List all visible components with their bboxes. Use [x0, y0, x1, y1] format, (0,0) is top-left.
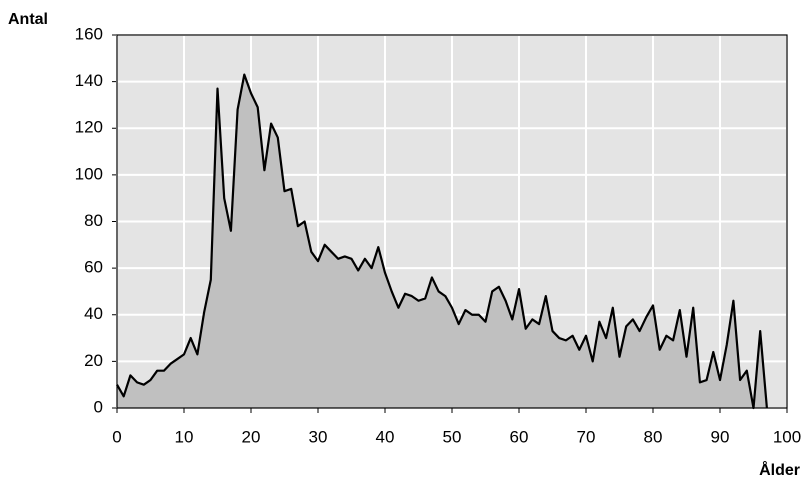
x-tick-label: 100 — [773, 427, 801, 446]
x-tick-label: 70 — [577, 427, 596, 446]
line — [116, 73, 768, 410]
x-tick-label: 30 — [309, 427, 328, 446]
x-tick-label: 60 — [510, 427, 529, 446]
x-tick-label: 10 — [175, 427, 194, 446]
x-axis-label: Ålder — [759, 460, 800, 479]
y-tick-label: 60 — [84, 258, 103, 277]
x-tick-label: 0 — [112, 427, 121, 446]
y-tick-label: 140 — [75, 71, 103, 90]
y-tick-label: 0 — [94, 397, 103, 416]
y-tick-label: 120 — [75, 118, 103, 137]
y-axis-label: Antal — [8, 11, 48, 28]
y-tick-label: 20 — [84, 351, 103, 370]
plot-border — [116, 34, 788, 409]
y-tick-label: 100 — [75, 164, 103, 183]
y-tick-label: 40 — [84, 304, 103, 323]
x-tick-label: 90 — [711, 427, 730, 446]
x-tick-label: 20 — [242, 427, 261, 446]
y-tick-label: 80 — [84, 211, 103, 230]
x-tick-label: 80 — [644, 427, 663, 446]
x-tick-label: 50 — [443, 427, 462, 446]
x-tick-label: 40 — [376, 427, 395, 446]
y-tick-label: 160 — [75, 24, 103, 43]
